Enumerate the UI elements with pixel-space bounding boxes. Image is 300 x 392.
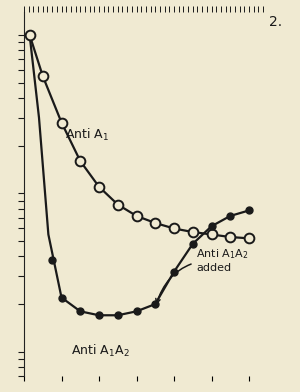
Text: 2.: 2. bbox=[269, 15, 282, 29]
Text: Anti A$_1$A$_2$
added: Anti A$_1$A$_2$ added bbox=[156, 247, 249, 303]
Text: Anti A$_1$A$_2$: Anti A$_1$A$_2$ bbox=[71, 343, 130, 359]
Text: Anti A$_1$: Anti A$_1$ bbox=[65, 127, 110, 143]
